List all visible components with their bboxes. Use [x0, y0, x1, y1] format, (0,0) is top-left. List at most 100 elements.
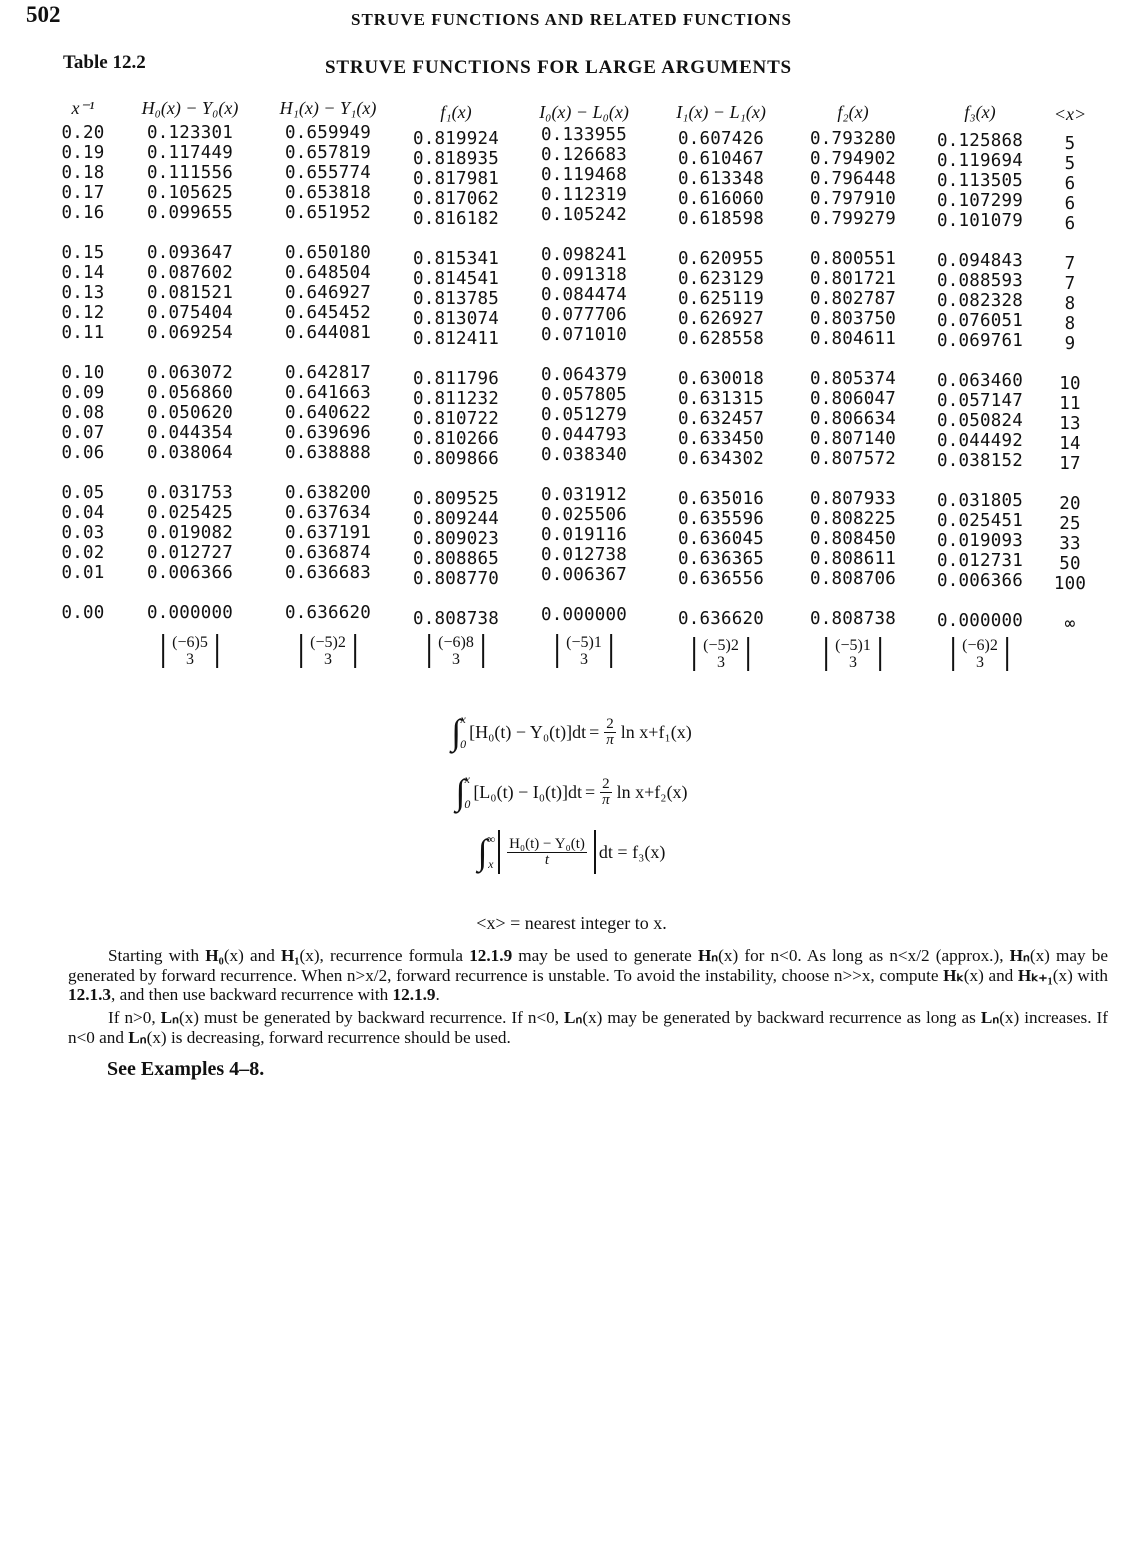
cell-f3: 0.113505: [937, 171, 1023, 191]
cell-nearest-x: 11: [1059, 394, 1081, 414]
cell-f2: 0.807140: [810, 429, 896, 449]
cell-f3: 0.125868: [937, 131, 1023, 151]
integral-sign: ∫: [455, 772, 466, 812]
cell-x-inverse: 0.02: [61, 543, 105, 563]
note-top: (−6)2: [962, 637, 998, 654]
cell-i0-minus-l0: 0.006367: [541, 565, 627, 585]
cell-x-inverse: 0.14: [61, 263, 105, 283]
cell-i0-minus-l0: 0.084474: [541, 285, 627, 305]
cell-h1-minus-y1: 0.650180: [285, 243, 371, 263]
cell-f3: 0.006366: [937, 571, 1023, 591]
interpolation-note-h0-minus-y0: (−6)5 3: [162, 634, 218, 668]
cell-f1: 0.816182: [413, 209, 499, 229]
cell-h1-minus-y1: 0.636874: [285, 543, 371, 563]
cell-f1: 0.814541: [413, 269, 499, 289]
interpolation-note-f3: (−6)2 3: [952, 637, 1008, 671]
bold-reference: H₀: [205, 946, 224, 965]
cell-i0-minus-l0: 0.077706: [541, 305, 627, 325]
cell-i1-minus-l1: 0.636620: [678, 609, 764, 629]
paragraph-recurrence-l: If n>0, Lₙ(x) must be generated by backw…: [68, 1008, 1108, 1047]
table-title: STRUVE FUNCTIONS FOR LARGE ARGUMENTS: [325, 57, 792, 78]
cell-h1-minus-y1: 0.640622: [285, 403, 371, 423]
cell-nearest-x: 6: [1064, 214, 1076, 234]
cell-f3: 0.057147: [937, 391, 1023, 411]
cell-f2: 0.807572: [810, 449, 896, 469]
cell-h1-minus-y1: 0.638200: [285, 483, 371, 503]
cell-h1-minus-y1: 0.645452: [285, 303, 371, 323]
cell-h0-minus-y0: 0.038064: [147, 443, 233, 463]
cell-h1-minus-y1: 0.638888: [285, 443, 371, 463]
cell-h1-minus-y1: 0.651952: [285, 203, 371, 223]
text-segment: , and then use backward recurrence with: [110, 985, 393, 1004]
cell-nearest-x: 7: [1064, 274, 1076, 294]
cell-h0-minus-y0: 0.044354: [147, 423, 233, 443]
cell-i0-minus-l0: 0.012738: [541, 545, 627, 565]
cell-h1-minus-y1: 0.642817: [285, 363, 371, 383]
cell-h1-minus-y1: 0.653818: [285, 183, 371, 203]
interpolation-note-i0-minus-l0: (−5)1 3: [556, 634, 612, 668]
cell-nearest-x: 6: [1064, 194, 1076, 214]
cell-x-inverse: 0.06: [61, 443, 105, 463]
upper-limit: ∞: [486, 832, 496, 846]
cell-h1-minus-y1: 0.648504: [285, 263, 371, 283]
cell-i0-minus-l0: 0.057805: [541, 385, 627, 405]
cell-f2: 0.806047: [810, 389, 896, 409]
cell-f1: 0.811796: [413, 369, 499, 389]
text-segment: (x) is decreasing, forward recurrence sh…: [146, 1027, 511, 1047]
cell-i0-minus-l0: 0.071010: [541, 325, 627, 345]
cell-i1-minus-l1: 0.613348: [678, 169, 764, 189]
cell-f2: 0.794902: [810, 149, 896, 169]
cell-x-inverse: 0.04: [61, 503, 105, 523]
cell-i1-minus-l1: 0.636556: [678, 569, 764, 589]
text-segment: (x) increases. If n<0 and: [68, 1008, 1108, 1047]
cell-f3: 0.012731: [937, 551, 1023, 571]
cell-f2: 0.801721: [810, 269, 896, 289]
cell-h1-minus-y1: 0.641663: [285, 383, 371, 403]
cell-i0-minus-l0: 0.126683: [541, 145, 627, 165]
cell-f2: 0.806634: [810, 409, 896, 429]
cell-i1-minus-l1: 0.636365: [678, 549, 764, 569]
cell-f2: 0.808706: [810, 569, 896, 589]
cell-f3: 0.038152: [937, 451, 1023, 471]
text-segment: (x) for n<0. As long as n<x/2 (approx.),: [718, 946, 1010, 965]
column-header-nearest-x: <x>: [1053, 104, 1087, 124]
cell-h0-minus-y0: 0.117449: [147, 143, 233, 163]
cell-h0-minus-y0: 0.075404: [147, 303, 233, 323]
cell-i1-minus-l1: 0.618598: [678, 209, 764, 229]
fraction-denominator: π: [602, 791, 610, 808]
cell-i1-minus-l1: 0.632457: [678, 409, 764, 429]
cell-f1: 0.818935: [413, 149, 499, 169]
cell-nearest-x: 50: [1059, 554, 1081, 574]
paragraph-recurrence-h: Starting with H₀(x) and H₁(x), recurrenc…: [68, 946, 1108, 1005]
cell-h0-minus-y0: 0.063072: [147, 363, 233, 383]
column-header-f3: f₃(x): [964, 102, 996, 122]
cell-h0-minus-y0: 0.025425: [147, 503, 233, 523]
cell-f3: 0.094843: [937, 251, 1023, 271]
note-top: (−6)8: [438, 634, 474, 651]
cell-nearest-x: 13: [1059, 414, 1081, 434]
cell-x-inverse: 0.07: [61, 423, 105, 443]
cell-f3: 0.050824: [937, 411, 1023, 431]
cell-h0-minus-y0: 0.123301: [147, 123, 233, 143]
cell-f3: 0.069761: [937, 331, 1023, 351]
cell-i0-minus-l0: 0.044793: [541, 425, 627, 445]
cell-f3: 0.076051: [937, 311, 1023, 331]
cell-h1-minus-y1: 0.657819: [285, 143, 371, 163]
cell-x-inverse: 0.03: [61, 523, 105, 543]
cell-h1-minus-y1: 0.655774: [285, 163, 371, 183]
cell-h1-minus-y1: 0.659949: [285, 123, 371, 143]
cell-f1: 0.815341: [413, 249, 499, 269]
cell-h1-minus-y1: 0.637191: [285, 523, 371, 543]
cell-f1: 0.808770: [413, 569, 499, 589]
cell-i0-minus-l0: 0.098241: [541, 245, 627, 265]
cell-i0-minus-l0: 0.051279: [541, 405, 627, 425]
bold-reference: Hₖ₊₁: [1017, 965, 1053, 985]
cell-x-inverse: 0.15: [61, 243, 105, 263]
bold-reference: H₁: [280, 946, 300, 965]
text-segment: (x), recurrence formula: [299, 946, 470, 965]
integral-sign: ∫: [477, 832, 488, 872]
cell-h0-minus-y0: 0.012727: [147, 543, 233, 563]
note-bottom: 3: [324, 651, 332, 668]
upper-limit: x: [460, 712, 466, 726]
